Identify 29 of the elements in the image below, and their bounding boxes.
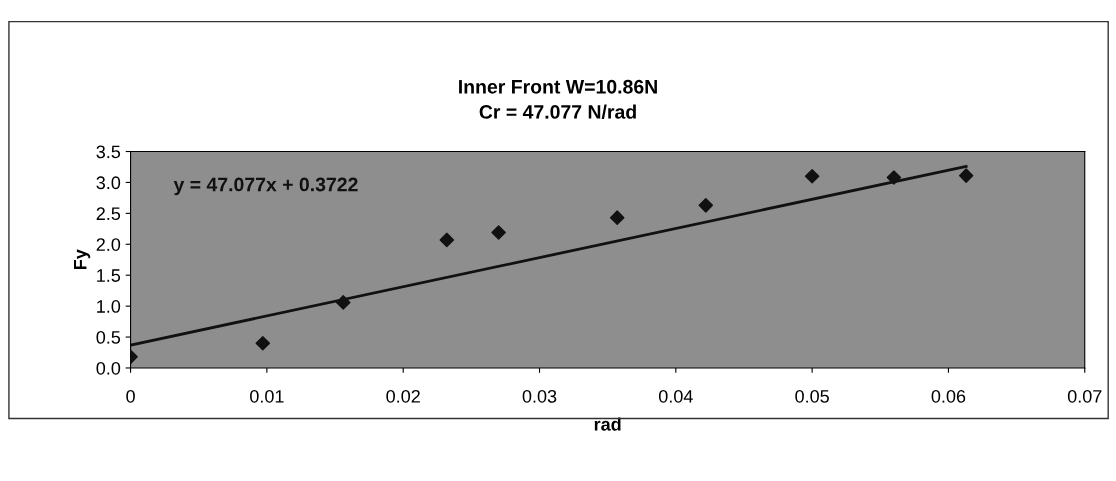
point [886,170,902,185]
x-tick-label: 0.03 [522,389,557,403]
point [804,168,820,184]
point [255,335,271,351]
y-tick-label: 1.0 [97,300,121,313]
annotation: y = 47.077x + 0.3722 [173,177,358,196]
point [698,198,714,213]
y-tick-label: 1.5 [97,269,121,282]
y-tick-label: 0.0 [96,361,121,375]
x-tick-label: 0.02 [386,389,420,403]
x-tick-label: 0 [126,389,135,403]
point [335,295,351,310]
point [958,168,974,183]
y-tick-label: 2.5 [96,207,121,221]
x-tick-label: 0.07 [1067,389,1102,403]
point [439,232,455,248]
x-axis-title: rad [594,417,621,431]
y-tick-label: 3.0 [96,176,121,190]
point [609,210,625,225]
y-tick-label: 2.0 [96,238,121,251]
point [491,225,506,240]
chart-title: Inner Front W=10.86N Cr = 47.077 N/rad [459,79,657,120]
x-tick-label: 0.04 [658,389,693,403]
x-tick-label: 0.01 [250,389,284,403]
y-tick-label: 0.5 [96,330,121,344]
y-axis-title: Fy [74,249,91,270]
x-tick-label: 0.05 [795,389,829,403]
y-tick-label: 3.5 [96,145,121,159]
x-tick-label: 0.06 [931,389,966,403]
